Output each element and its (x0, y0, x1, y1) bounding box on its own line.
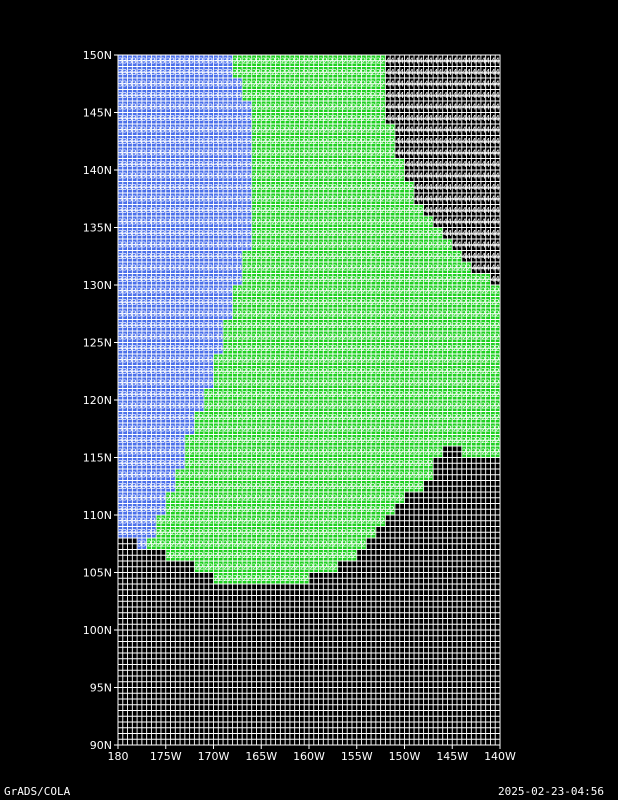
chart-canvas: 2 2 2 2 2 2 2 2 2 2 2 2 2 2 2 2 2 2 2 22 2 2 2 2 2 2 2 2 2 2 2 2 2 2 2 2 2 2 2… (83, 49, 516, 763)
